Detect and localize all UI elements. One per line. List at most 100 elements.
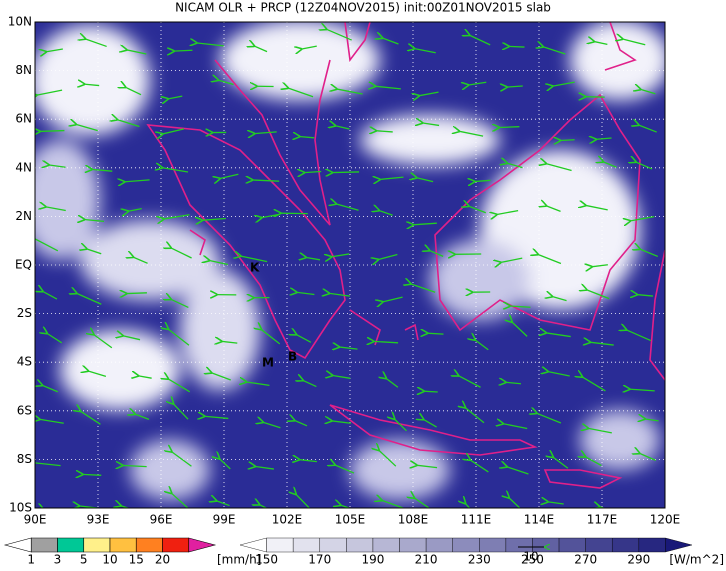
wind-vector xyxy=(299,460,317,462)
wind-vector xyxy=(546,206,561,213)
vector-reference-label: 10 xyxy=(523,550,538,564)
colorbar-segment xyxy=(558,537,586,553)
wind-vector xyxy=(381,500,406,508)
wind-vector xyxy=(122,336,141,341)
wind-vector xyxy=(221,341,238,343)
wind-vector xyxy=(458,375,481,388)
wind-vector xyxy=(329,293,350,296)
wind-vector xyxy=(334,465,355,474)
lon-label: 105E xyxy=(335,513,366,527)
colorbar-segment xyxy=(479,537,507,553)
wind-vector xyxy=(209,260,229,266)
wind-vector xyxy=(84,84,100,85)
wind-vector xyxy=(622,39,646,46)
colorbar-segment xyxy=(399,537,427,553)
wind-vector xyxy=(170,248,192,259)
wind-vector xyxy=(80,411,101,425)
wind-vector xyxy=(306,257,321,259)
wind-vector xyxy=(496,209,519,215)
colorbar-segment xyxy=(83,537,111,553)
wind-vector xyxy=(373,341,399,342)
wind-vector xyxy=(546,163,572,172)
wind-vector xyxy=(296,494,311,508)
wind-vector xyxy=(379,177,404,179)
colorbar-label: 150 xyxy=(255,553,278,567)
wind-vector xyxy=(470,460,489,473)
wind-vector xyxy=(546,333,571,338)
wind-vector xyxy=(582,377,606,392)
wind-vector xyxy=(594,41,608,45)
wind-vector xyxy=(168,329,190,346)
colorbar-segment xyxy=(30,537,58,553)
wind-vector xyxy=(46,48,63,52)
wind-vector xyxy=(84,219,105,221)
wind-vector xyxy=(173,403,189,420)
wind-vector xyxy=(645,419,659,421)
wind-vector xyxy=(36,89,63,95)
colorbar-label: 230 xyxy=(468,553,491,567)
wind-vector xyxy=(640,89,656,95)
colorbar-segment xyxy=(638,537,666,553)
wind-vector xyxy=(93,334,113,349)
wind-vector xyxy=(255,466,274,469)
colorbar-segment xyxy=(425,537,453,553)
precip-colorbar: 1 3 5 10 15 20 [mm/h] xyxy=(3,537,261,567)
wind-vector xyxy=(326,29,352,41)
colorbar-segment xyxy=(319,537,347,553)
wind-vector xyxy=(382,38,399,45)
lon-label: 120E xyxy=(650,513,681,527)
wind-vector xyxy=(626,330,652,342)
colorbar-segment xyxy=(57,537,85,553)
wind-vector xyxy=(301,45,317,49)
wind-vector xyxy=(35,463,61,466)
cloud-field xyxy=(35,22,665,500)
wind-vector xyxy=(134,414,150,420)
wind-vector xyxy=(635,162,653,170)
wind-vector xyxy=(394,419,407,432)
wind-vector xyxy=(506,467,529,475)
wind-vector xyxy=(304,172,322,173)
lat-label: 4S xyxy=(17,355,32,369)
place-label: M xyxy=(262,356,274,370)
wind-vector xyxy=(379,450,397,467)
lon-label: 96E xyxy=(150,513,173,527)
wind-vector xyxy=(639,249,659,258)
wind-vector xyxy=(339,347,358,349)
colorbar-label: 5 xyxy=(80,553,88,567)
wind-vector xyxy=(216,501,230,507)
lon-label: 108E xyxy=(398,513,429,527)
wind-vector xyxy=(376,131,393,132)
wind-vector xyxy=(414,48,436,54)
colorbar-segment xyxy=(452,537,480,553)
place-label: K xyxy=(250,261,260,275)
lon-label: 111E xyxy=(461,513,492,527)
wind-vector xyxy=(82,474,102,475)
colorbar-segment xyxy=(585,537,613,553)
wind-vector xyxy=(76,293,102,305)
wind-vector xyxy=(76,124,98,132)
wind-vector xyxy=(202,219,226,221)
wind-vector xyxy=(219,173,239,178)
wind-vector xyxy=(171,493,189,508)
wind-vector xyxy=(117,119,140,128)
wind-vector xyxy=(410,284,436,293)
wind-vector xyxy=(416,178,434,183)
wind-vector xyxy=(474,180,491,181)
colorbar-segment xyxy=(612,537,640,553)
wind-vector xyxy=(468,82,487,85)
wind-vector xyxy=(468,206,487,214)
wind-vector xyxy=(630,215,655,221)
colorbar-segment xyxy=(109,537,137,553)
wind-vector xyxy=(294,420,308,427)
wind-vector xyxy=(42,385,58,393)
wind-vector xyxy=(509,498,521,508)
wind-vector xyxy=(163,214,190,219)
wind-vector xyxy=(288,88,314,98)
wind-vector xyxy=(499,127,520,128)
wind-vectors xyxy=(35,29,659,508)
wind-vector xyxy=(596,138,612,139)
place-markers: K M B xyxy=(250,261,297,370)
wind-vector xyxy=(465,503,471,508)
lat-label: 2S xyxy=(17,306,32,320)
